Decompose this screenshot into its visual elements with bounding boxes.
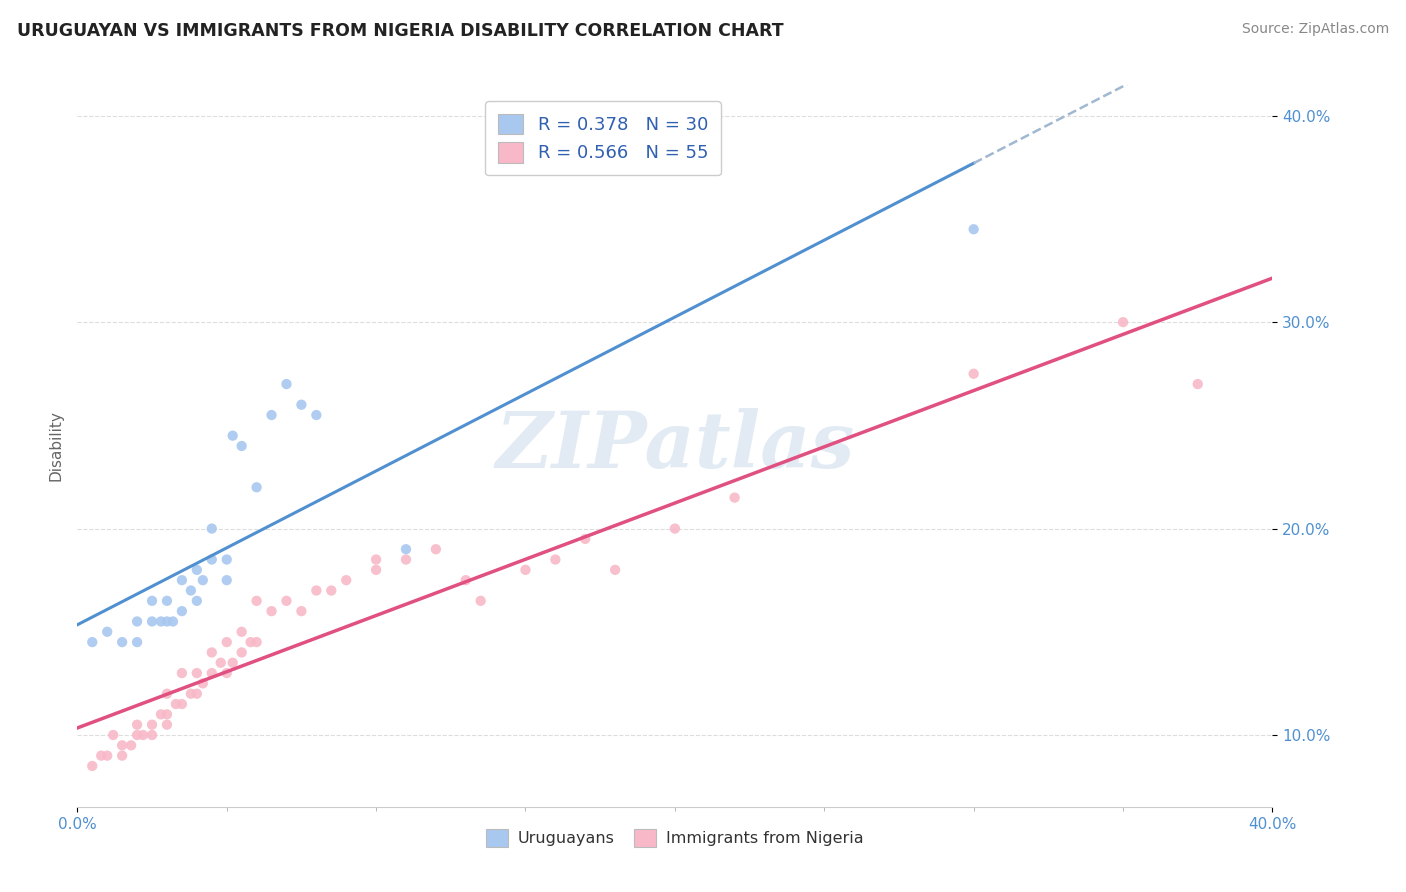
Point <box>111 748 134 763</box>
Point <box>246 480 269 494</box>
Point <box>127 635 149 649</box>
Point <box>141 594 163 608</box>
Point <box>963 367 986 381</box>
Point <box>290 604 312 618</box>
Point <box>186 687 208 701</box>
Point <box>156 615 179 629</box>
Point <box>90 748 112 763</box>
Point <box>186 666 208 681</box>
Point <box>82 759 104 773</box>
Point <box>321 583 343 598</box>
Point <box>246 635 269 649</box>
Point <box>425 542 447 557</box>
Legend: Uruguayans, Immigrants from Nigeria: Uruguayans, Immigrants from Nigeria <box>479 822 870 854</box>
Point <box>170 573 193 587</box>
Point <box>141 615 163 629</box>
Point <box>201 552 224 566</box>
Point <box>170 666 193 681</box>
Point <box>276 377 298 392</box>
Text: URUGUAYAN VS IMMIGRANTS FROM NIGERIA DISABILITY CORRELATION CHART: URUGUAYAN VS IMMIGRANTS FROM NIGERIA DIS… <box>17 22 783 40</box>
Point <box>191 676 214 690</box>
Point <box>724 491 747 505</box>
Point <box>186 594 208 608</box>
Point <box>215 666 238 681</box>
Point <box>260 604 283 618</box>
Point <box>127 717 149 731</box>
Point <box>231 645 253 659</box>
Point <box>127 615 149 629</box>
Point <box>96 748 118 763</box>
Point <box>191 573 214 587</box>
Point <box>156 707 179 722</box>
Point <box>515 563 537 577</box>
Point <box>335 573 357 587</box>
Point <box>366 563 388 577</box>
Point <box>156 717 179 731</box>
Point <box>395 552 418 566</box>
Point <box>150 615 173 629</box>
Y-axis label: Disability: Disability <box>48 410 63 482</box>
Point <box>1187 377 1209 392</box>
Point <box>215 573 238 587</box>
Point <box>96 624 118 639</box>
Point <box>141 728 163 742</box>
Point <box>170 697 193 711</box>
Point <box>150 707 173 722</box>
Point <box>156 687 179 701</box>
Point <box>276 594 298 608</box>
Point <box>103 728 124 742</box>
Point <box>454 573 477 587</box>
Point <box>156 594 179 608</box>
Point <box>127 728 149 742</box>
Point <box>180 583 202 598</box>
Point <box>111 635 134 649</box>
Point <box>305 408 328 422</box>
Point <box>260 408 283 422</box>
Point <box>215 635 238 649</box>
Text: ZIPatlas: ZIPatlas <box>495 408 855 484</box>
Point <box>574 532 596 546</box>
Point <box>239 635 262 649</box>
Point <box>162 615 184 629</box>
Point <box>544 552 567 566</box>
Point <box>395 542 418 557</box>
Point <box>470 594 492 608</box>
Point <box>120 739 142 753</box>
Point <box>231 624 253 639</box>
Point <box>215 552 238 566</box>
Point <box>82 635 104 649</box>
Point <box>201 666 224 681</box>
Point <box>186 563 208 577</box>
Point <box>246 594 269 608</box>
Point <box>111 739 134 753</box>
Point <box>201 645 224 659</box>
Point <box>231 439 253 453</box>
Point <box>963 222 986 236</box>
Point <box>141 717 163 731</box>
Point <box>305 583 328 598</box>
Point <box>222 428 245 442</box>
Point <box>165 697 187 711</box>
Point <box>290 398 312 412</box>
Point <box>222 656 245 670</box>
Point <box>180 687 202 701</box>
Point <box>132 728 155 742</box>
Point <box>209 656 232 670</box>
Text: Source: ZipAtlas.com: Source: ZipAtlas.com <box>1241 22 1389 37</box>
Point <box>170 604 193 618</box>
Point <box>664 522 686 536</box>
Point <box>366 552 388 566</box>
Point <box>201 522 224 536</box>
Point <box>1112 315 1135 329</box>
Point <box>605 563 627 577</box>
